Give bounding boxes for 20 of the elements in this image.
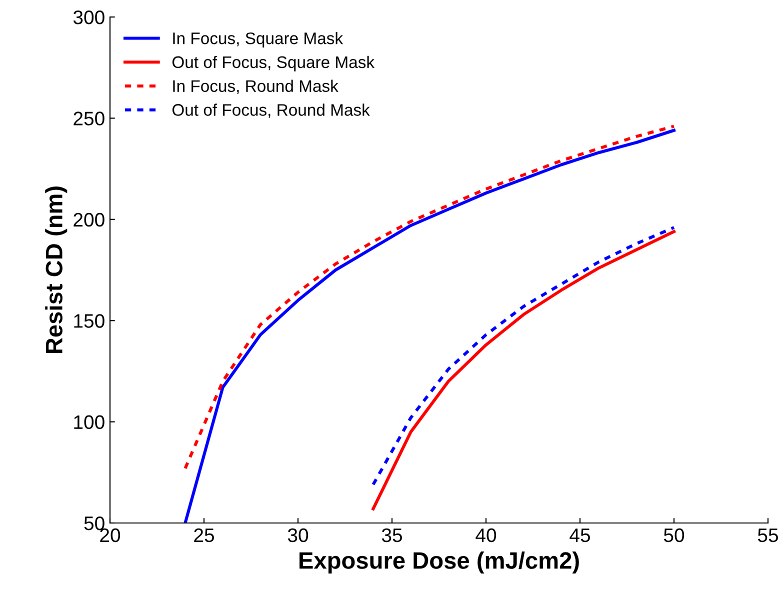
legend-label: In Focus, Square Mask	[173, 32, 344, 48]
x-tick-label: 55	[758, 528, 778, 542]
legend-label: Out of Focus, Square Mask	[172, 56, 375, 72]
x-tick-label: 20	[100, 528, 120, 542]
x-tick-label: 45	[570, 528, 590, 542]
y-axis-title: Resist CD (nm)	[45, 186, 68, 354]
y-tick-label: 200	[74, 212, 104, 227]
legend-label: Out of Focus, Round Mask	[172, 104, 370, 118]
y-tick-label: 100	[74, 415, 104, 430]
y-tick-label: 300	[73, 10, 104, 24]
y-tick-label: 150	[74, 314, 104, 328]
x-tick-label: 25	[194, 528, 214, 542]
x-axis-title: Exposure Dose (mJ/cm2)	[300, 552, 579, 574]
x-tick-label: 30	[288, 528, 308, 542]
x-tick-label: 50	[664, 528, 684, 542]
x-tick-label: 40	[476, 528, 496, 542]
x-tick-label: 35	[382, 528, 402, 542]
y-tick-label: 50	[84, 516, 104, 530]
legend-label: In Focus, Round Mask	[173, 80, 338, 94]
y-tick-label: 250	[74, 112, 104, 126]
